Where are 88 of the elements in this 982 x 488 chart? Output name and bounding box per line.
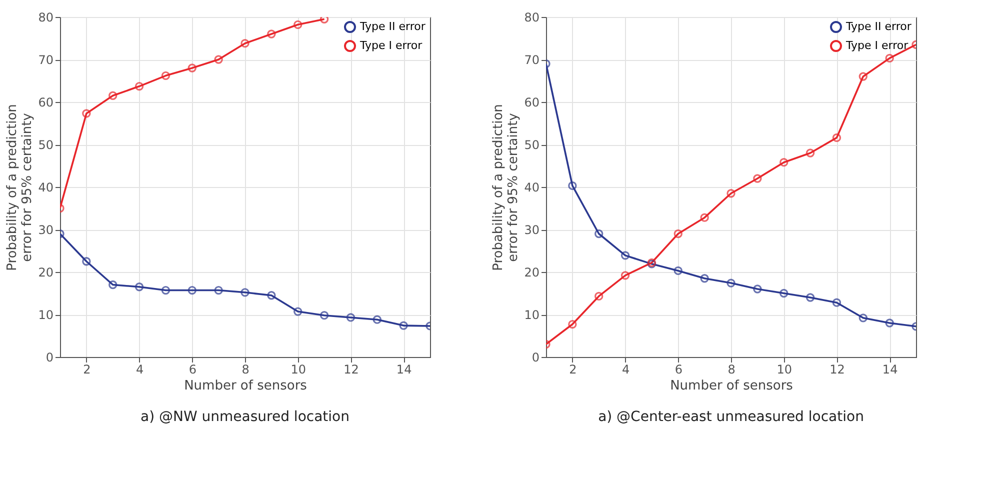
point	[858, 314, 868, 322]
x-axis-title: Number of sensors	[184, 378, 308, 394]
point	[240, 288, 250, 297]
x-tick-label: 4	[622, 362, 630, 376]
x-tick-label: 8	[242, 362, 250, 376]
x-tick-label: 10	[290, 362, 306, 376]
x-tick-label: 2	[569, 362, 577, 376]
y-tick-label: 30	[524, 223, 540, 237]
point	[108, 91, 118, 100]
point	[240, 39, 250, 48]
y-tick-label: 30	[38, 223, 54, 237]
point	[188, 64, 196, 72]
x-tick-label: 14	[396, 362, 412, 376]
point	[620, 251, 630, 260]
x-tick-label: 4	[136, 362, 144, 376]
x-tick-label: 12	[830, 362, 845, 376]
point	[267, 30, 276, 38]
point	[372, 315, 382, 324]
y-tick-label: 20	[38, 266, 54, 280]
y-axis-title: Probability of a prediction error for 95% certainty	[491, 104, 522, 271]
y-tick-label: 80	[38, 10, 54, 24]
x-tick-label: 6	[188, 362, 196, 376]
y-tick-label: 60	[524, 96, 540, 110]
y-tick-label: 80	[524, 10, 540, 24]
x-tick-label: 6	[674, 362, 682, 376]
y-tick-label: 50	[524, 138, 540, 152]
point	[108, 280, 118, 290]
point	[700, 213, 709, 222]
x-axis-title: Number of sensors	[670, 378, 794, 394]
y-axis-title: Probability of a prediction error for 95% certainty	[5, 104, 36, 271]
x-tick-label: 14	[882, 362, 898, 376]
point	[134, 82, 144, 91]
point	[726, 278, 736, 288]
point	[620, 271, 630, 280]
x-tick-label: 8	[728, 362, 736, 376]
point	[832, 298, 842, 307]
y-tick-label: 0	[532, 350, 540, 364]
y-tick-label: 20	[524, 266, 540, 280]
y-tick-label: 70	[524, 53, 540, 67]
point	[806, 148, 815, 158]
point	[82, 109, 91, 118]
point	[161, 286, 170, 295]
point	[674, 266, 682, 276]
point	[134, 282, 144, 292]
y-tick-label: 10	[524, 308, 540, 322]
point	[568, 320, 577, 329]
point	[568, 181, 577, 190]
legend-label: Type II error	[845, 20, 912, 33]
point	[885, 54, 894, 63]
point	[82, 257, 91, 266]
point	[780, 158, 788, 167]
y-tick-label: 0	[46, 350, 54, 364]
x-tick-label: 12	[344, 362, 359, 376]
point	[753, 174, 762, 183]
legend-label: Type I error	[359, 39, 423, 52]
point	[188, 286, 196, 295]
legend-label: Type I error	[845, 39, 909, 52]
point	[346, 313, 356, 322]
point	[885, 318, 894, 328]
point	[294, 20, 302, 29]
point	[858, 72, 868, 81]
point	[594, 229, 604, 238]
point	[294, 307, 302, 316]
point	[753, 284, 762, 294]
point	[399, 321, 408, 330]
point	[214, 55, 223, 64]
text: a) @Center-east unmeasured location	[598, 409, 864, 425]
point	[726, 189, 736, 198]
point	[594, 292, 604, 301]
text: a) @NW unmeasured location	[140, 409, 350, 425]
point	[214, 286, 223, 295]
y-tick-label: 60	[38, 96, 54, 110]
point	[832, 133, 842, 142]
y-tick-label: 40	[38, 180, 54, 194]
point	[161, 71, 170, 80]
point	[780, 288, 788, 298]
y-tick-label: 40	[524, 180, 540, 194]
point	[267, 291, 276, 300]
y-tick-label: 70	[38, 53, 54, 67]
point	[674, 229, 682, 238]
legend-label: Type II error	[359, 20, 426, 33]
y-tick-label: 10	[38, 308, 54, 322]
x-tick-label: 2	[83, 362, 91, 376]
x-tick-label: 10	[776, 362, 792, 376]
point	[320, 311, 329, 320]
point	[806, 293, 815, 302]
y-tick-label: 50	[38, 138, 54, 152]
point	[700, 274, 709, 283]
